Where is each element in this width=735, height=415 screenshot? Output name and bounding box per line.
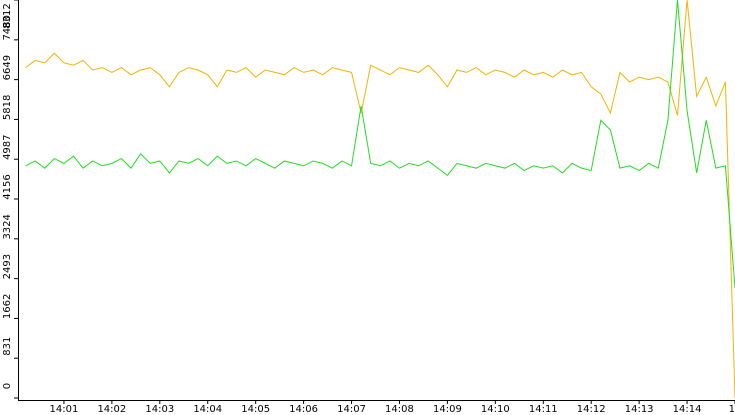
x-tick-label: 14:01 [50,404,79,415]
y-tick-label: 7480 [2,15,13,40]
x-tick-label: 14:10 [481,404,510,415]
x-tick-label: 14:07 [337,404,366,415]
x-tick-label: 14:08 [385,404,414,415]
y-tick-label: 5818 [2,95,13,120]
y-tick-label: 1662 [2,294,13,319]
series-line [25,0,735,288]
x-tick-label: 14:12 [577,404,606,415]
x-tick-label: 14 [729,404,735,415]
x-tick-label: 14:14 [673,404,702,415]
x-tick-label: 14:06 [289,404,318,415]
x-tick-label: 14:09 [433,404,462,415]
x-tick-label: 14:04 [193,404,222,415]
y-tick-label: 0 [2,383,13,389]
x-tick-label: 14:02 [97,404,126,415]
y-tick-label: 6649 [2,55,13,80]
y-tick-label: 2493 [2,254,13,279]
x-tick-label: 14:05 [241,404,270,415]
y-tick-label: 8312 [2,3,13,28]
x-tick-label: 14:13 [625,404,654,415]
y-tick-label: 4156 [2,174,13,199]
series-line [25,0,735,399]
x-tick-label: 14:03 [145,404,174,415]
y-tick-label: 4987 [2,134,13,159]
x-tick-label: 14:11 [529,404,558,415]
y-tick-label: 3324 [2,214,13,239]
y-tick-label: 831 [2,337,13,356]
